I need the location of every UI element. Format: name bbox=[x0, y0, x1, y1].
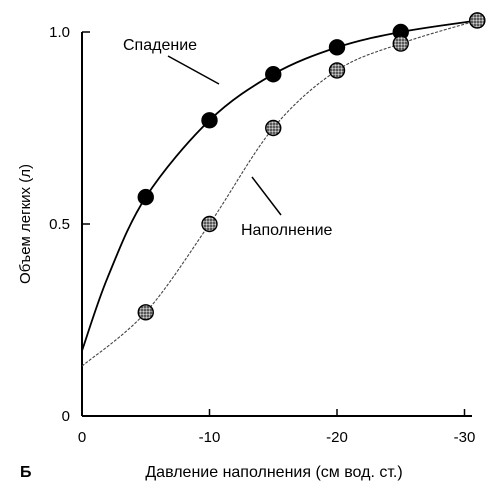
napolnenie-point bbox=[201, 215, 218, 233]
spadenie-point bbox=[328, 39, 346, 56]
annotation-napolnenie-label: Наполнение bbox=[241, 222, 333, 239]
spadenie-point bbox=[265, 66, 282, 83]
napolnenie-point bbox=[392, 35, 409, 52]
axis-ticks: 0 -10 -20 -30 0 0.5 1.0 bbox=[49, 24, 475, 446]
annotations: Спадение Наполнение bbox=[123, 37, 333, 239]
napolnenie-point bbox=[328, 62, 346, 79]
spadenie-curve bbox=[81, 19, 478, 352]
y-tick-label: 0.5 bbox=[49, 216, 70, 233]
annotation-spadenie-label: Спадение bbox=[123, 37, 197, 54]
napolnenie-point bbox=[469, 12, 486, 29]
panel-label: Б bbox=[20, 464, 32, 481]
spadenie-point bbox=[201, 112, 218, 129]
napolnenie-point bbox=[265, 119, 282, 137]
x-tick-label: -10 bbox=[199, 429, 221, 446]
annotation-spadenie-leader bbox=[167, 55, 220, 85]
annotation-napolnenie-leader bbox=[251, 176, 282, 216]
x-tick-label: 0 bbox=[78, 429, 86, 446]
x-axis-label: Давление наполнения (см вод. ст.) bbox=[145, 464, 402, 481]
x-tick-label: -30 bbox=[454, 429, 476, 446]
y-tick-label: 0 bbox=[62, 408, 70, 425]
spadenie-point bbox=[137, 188, 154, 206]
y-axis-label: Объем легких (л) bbox=[17, 164, 34, 284]
napolnenie-point bbox=[137, 304, 154, 321]
y-tick-label: 1.0 bbox=[49, 24, 70, 41]
data-points bbox=[137, 12, 486, 321]
x-tick-label: -20 bbox=[326, 429, 348, 446]
